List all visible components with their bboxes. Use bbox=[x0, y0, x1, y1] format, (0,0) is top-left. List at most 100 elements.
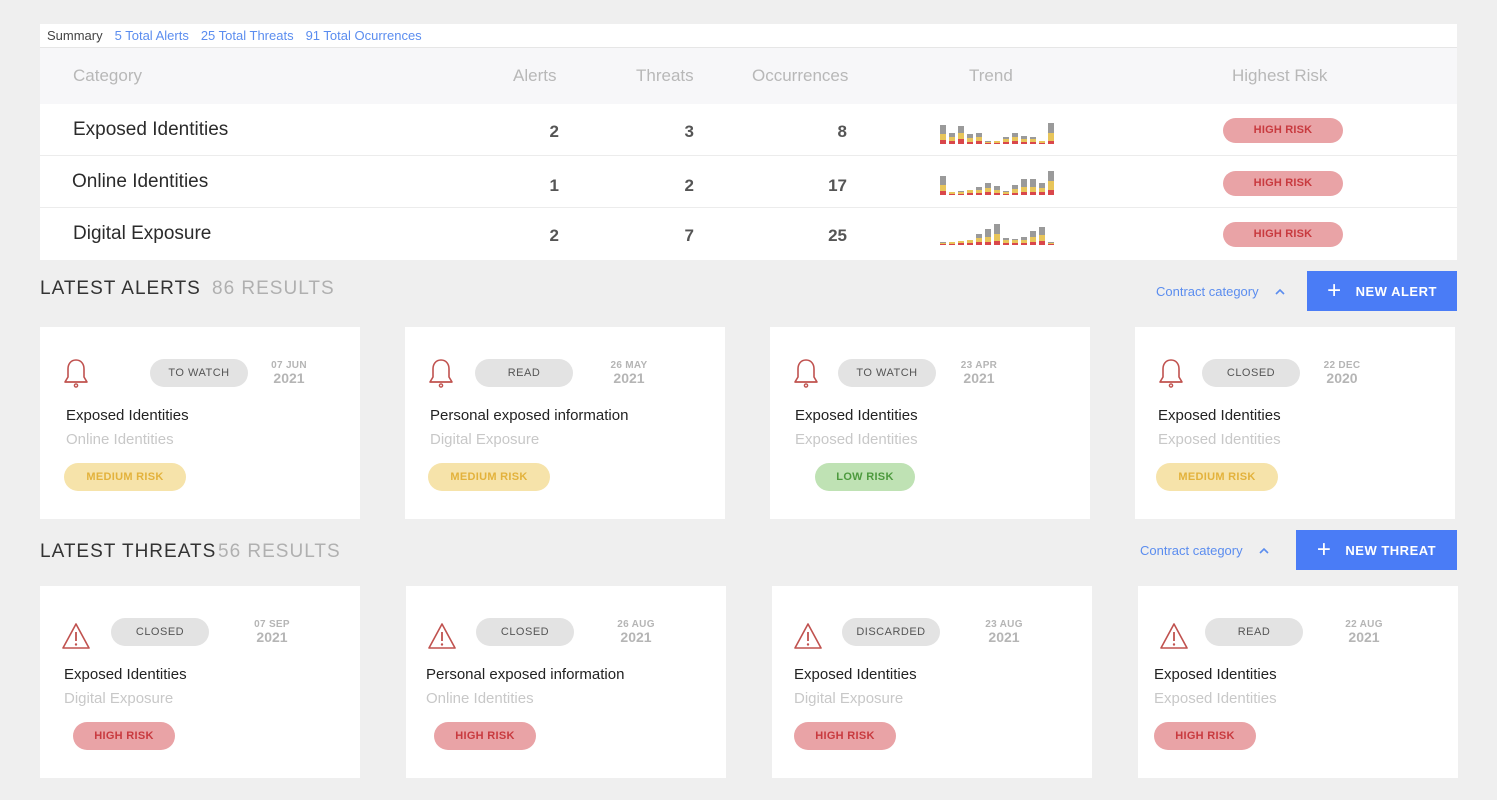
threat-card[interactable]: DISCARDED 23 AUG 2021 Exposed Identities Dig… bbox=[772, 586, 1092, 778]
trend-bar-segment bbox=[1012, 137, 1018, 141]
trend-bar-segment bbox=[1003, 240, 1009, 243]
tab-summary[interactable]: Summary bbox=[47, 28, 103, 43]
trend-sparkline bbox=[940, 224, 1054, 245]
card-date: 23 AUG 2021 bbox=[974, 619, 1034, 645]
card-date-year: 2021 bbox=[963, 370, 995, 386]
trend-bar-segment bbox=[940, 243, 946, 244]
trend-bar-segment bbox=[1021, 139, 1027, 142]
trend-bar-segment bbox=[1048, 190, 1054, 195]
threat-card[interactable]: CLOSED 07 SEP 2021 Exposed Identities Digita… bbox=[40, 586, 360, 778]
trend-bar-segment bbox=[1003, 194, 1009, 195]
trend-bar-segment bbox=[940, 244, 946, 245]
trend-bar-segment bbox=[1021, 192, 1027, 195]
status-pill[interactable]: CLOSED bbox=[476, 618, 574, 646]
summary-tabs: Summary 5 Total Alerts 25 Total Threats … bbox=[40, 24, 1457, 48]
trend-bar-segment bbox=[940, 185, 946, 191]
trend-bar-segment bbox=[1030, 231, 1036, 237]
column-header-occurrences[interactable]: Occurrences bbox=[752, 66, 849, 85]
summary-row[interactable]: Online Identities 1 2 17 HIGH RISK bbox=[40, 156, 1457, 208]
highest-risk-badge: HIGH RISK bbox=[1223, 171, 1343, 196]
trend-bar-segment bbox=[985, 242, 991, 245]
row-category: Online Identities bbox=[72, 171, 209, 192]
trend-bar-segment bbox=[958, 194, 964, 195]
alert-card[interactable]: CLOSED 22 DEC 2020 Exposed Identities Expose… bbox=[1135, 327, 1455, 519]
card-subtitle: Digital Exposure bbox=[430, 431, 540, 448]
trend-bar-segment bbox=[967, 193, 973, 195]
trend-bar-segment bbox=[949, 242, 955, 244]
trend-bar-segment bbox=[994, 193, 1000, 195]
trend-bar-segment bbox=[976, 238, 982, 242]
bell-icon bbox=[792, 357, 820, 389]
chevron-up-icon bbox=[1275, 288, 1285, 295]
trend-bar-segment bbox=[940, 242, 946, 243]
alert-card[interactable]: TO WATCH 23 APR 2021 Exposed Identities Expo… bbox=[770, 327, 1090, 519]
card-date-year: 2021 bbox=[988, 629, 1020, 645]
trend-bar-segment bbox=[994, 234, 1000, 241]
card-date: 26 MAY 2021 bbox=[599, 360, 659, 386]
trend-bar-segment bbox=[967, 142, 973, 144]
trend-bar-segment bbox=[958, 192, 964, 194]
threat-card[interactable]: READ 22 AUG 2021 Exposed Identities Exposed … bbox=[1138, 586, 1458, 778]
status-pill[interactable]: CLOSED bbox=[1202, 359, 1300, 387]
threat-card[interactable]: CLOSED 26 AUG 2021 Personal exposed informa… bbox=[406, 586, 726, 778]
trend-bar-segment bbox=[1012, 193, 1018, 195]
status-pill[interactable]: CLOSED bbox=[111, 618, 209, 646]
status-pill[interactable]: READ bbox=[475, 359, 573, 387]
trend-bar-segment bbox=[976, 141, 982, 144]
column-header-category[interactable]: Category bbox=[73, 66, 142, 85]
new-threat-button[interactable]: + NEW THREAT bbox=[1296, 530, 1457, 570]
summary-row[interactable]: Exposed Identities 2 3 8 HIGH RISK bbox=[40, 104, 1457, 156]
tab-total-alerts[interactable]: 5 Total Alerts bbox=[114, 28, 189, 43]
alert-card[interactable]: TO WATCH 07 JUN 2021 Exposed Identities Onli… bbox=[40, 327, 360, 519]
row-threats: 3 bbox=[684, 122, 694, 141]
alerts-contract-category-toggle[interactable]: Contract category bbox=[1156, 284, 1285, 299]
trend-bar-segment bbox=[1012, 240, 1018, 243]
trend-bar-segment bbox=[1030, 137, 1036, 139]
column-header-alerts[interactable]: Alerts bbox=[513, 66, 557, 85]
status-pill[interactable]: DISCARDED bbox=[842, 618, 940, 646]
status-pill[interactable]: TO WATCH bbox=[150, 359, 248, 387]
trend-bar-segment bbox=[976, 133, 982, 137]
trend-bar-segment bbox=[1030, 179, 1036, 187]
card-date-day-month: 26 MAY bbox=[610, 360, 648, 371]
status-pill[interactable]: READ bbox=[1205, 618, 1303, 646]
summary-panel: Summary 5 Total Alerts 25 Total Threats … bbox=[40, 24, 1457, 260]
trend-bar-segment bbox=[1012, 185, 1018, 189]
risk-badge: HIGH RISK bbox=[1154, 722, 1256, 750]
card-subtitle: Exposed Identities bbox=[795, 431, 918, 448]
trend-bar-segment bbox=[1012, 239, 1018, 240]
tab-total-threats[interactable]: 25 Total Threats bbox=[200, 28, 294, 43]
trend-bar-segment bbox=[949, 137, 955, 141]
card-date: 07 SEP 2021 bbox=[242, 619, 302, 645]
threats-contract-category-toggle[interactable]: Contract category bbox=[1140, 543, 1269, 558]
highest-risk-badge: HIGH RISK bbox=[1223, 118, 1343, 143]
trend-bar-segment bbox=[1039, 143, 1045, 144]
warning-triangle-icon bbox=[62, 620, 90, 652]
trend-bar-segment bbox=[1048, 141, 1054, 144]
tab-total-occurrences[interactable]: 91 Total Ocurrences bbox=[305, 28, 422, 43]
trend-bar-segment bbox=[958, 133, 964, 139]
trend-bar-segment bbox=[994, 224, 1000, 234]
trend-bar-segment bbox=[994, 186, 1000, 190]
trend-bar-segment bbox=[967, 134, 973, 138]
card-title: Exposed Identities bbox=[66, 407, 189, 424]
trend-bar-segment bbox=[1003, 238, 1009, 240]
column-header-highest-risk[interactable]: Highest Risk bbox=[1232, 66, 1328, 85]
new-threat-label: NEW THREAT bbox=[1345, 542, 1437, 558]
trend-bar-segment bbox=[1021, 136, 1027, 139]
trend-bar-segment bbox=[949, 133, 955, 137]
trend-bar-segment bbox=[985, 188, 991, 192]
trend-bar-segment bbox=[940, 134, 946, 140]
alerts-results-count: 86 RESULTS bbox=[212, 278, 335, 299]
trend-bar-segment bbox=[1012, 189, 1018, 193]
trend-bar-segment bbox=[1003, 137, 1009, 139]
trend-bar-segment bbox=[994, 190, 1000, 193]
status-pill[interactable]: TO WATCH bbox=[838, 359, 936, 387]
plus-icon: + bbox=[1316, 536, 1332, 563]
card-subtitle: Online Identities bbox=[66, 431, 174, 448]
column-header-threats[interactable]: Threats bbox=[636, 66, 694, 85]
alert-card[interactable]: READ 26 MAY 2021 Personal exposed informati… bbox=[405, 327, 725, 519]
card-date-year: 2021 bbox=[1348, 629, 1380, 645]
new-alert-button[interactable]: + NEW ALERT bbox=[1307, 271, 1457, 311]
summary-row[interactable]: Digital Exposure 2 7 25 HIGH RISK bbox=[40, 208, 1457, 260]
